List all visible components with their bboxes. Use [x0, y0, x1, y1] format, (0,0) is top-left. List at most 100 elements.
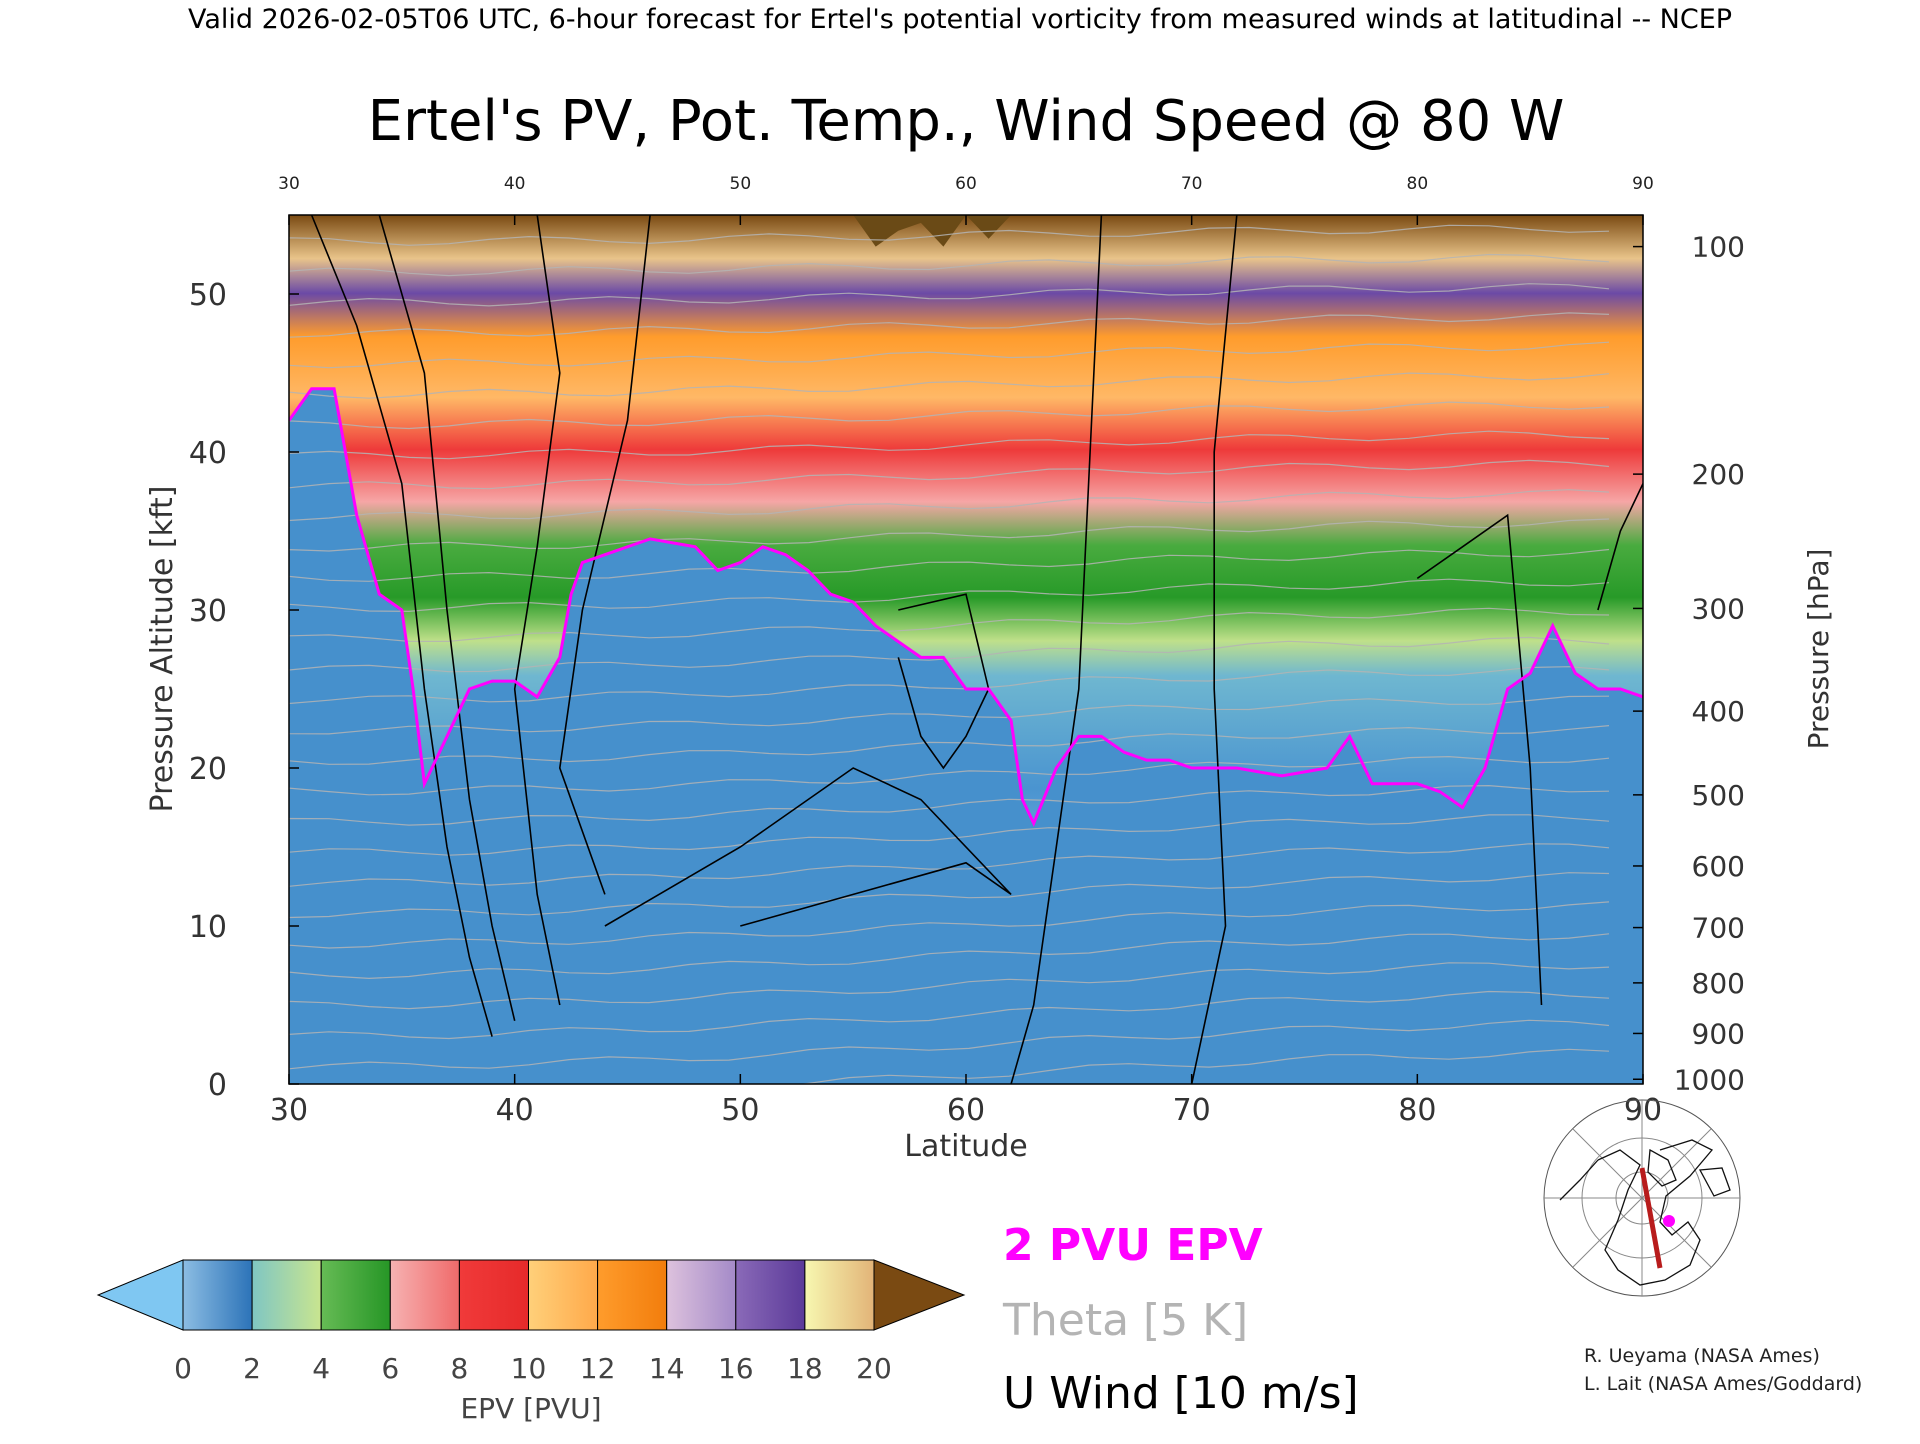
wind-contour: [1190, 215, 1238, 1084]
x-tick-label: 40: [496, 1093, 534, 1128]
theta-contour: [289, 636, 1610, 673]
wind-contour: [513, 215, 561, 1006]
pressure-axis-label: Pressure [hPa]: [1802, 549, 1835, 750]
y-axis-label: Pressure Altitude [kft]: [145, 486, 180, 813]
inset-map: [1543, 1099, 1741, 1297]
x-tick-label: 30: [270, 1093, 308, 1128]
pressure-tick-label: 200: [1692, 458, 1745, 491]
colorbar-under-arrow: [96, 1259, 184, 1331]
theta-contour: [289, 372, 1610, 403]
x-top-tick-label: 30: [278, 174, 300, 194]
colorbar-bin: [804, 1259, 875, 1331]
pressure-tick-label: 300: [1692, 592, 1745, 625]
y-tick-label: 30: [189, 594, 227, 629]
legend-pv: 2 PVU EPV: [1003, 1220, 1263, 1271]
map-meridian: [1572, 1128, 1712, 1268]
theta-contour: [289, 814, 1610, 856]
theta-contour: [289, 843, 1610, 887]
x-top-tick-label: 80: [1407, 174, 1429, 194]
x-tick-label: 80: [1398, 1093, 1436, 1128]
colorbar-label: EPV [PVU]: [460, 1392, 601, 1425]
pressure-tick-label: 600: [1692, 850, 1745, 883]
colorbar-tick-label: 4: [312, 1352, 330, 1385]
x-top-tick-label: 90: [1632, 174, 1654, 194]
plot-area: [289, 215, 1643, 1084]
y-tick-label: 50: [189, 278, 227, 313]
colorbar-bin: [458, 1259, 529, 1331]
wind-contours: [310, 215, 1643, 1084]
colorbar-tick-label: 20: [856, 1352, 892, 1385]
colorbar-tick-label: 0: [174, 1352, 192, 1385]
colorbar-tick-label: 8: [450, 1352, 468, 1385]
x-tick-label: 60: [947, 1093, 985, 1128]
x-tick-label: 90: [1624, 1093, 1662, 1128]
colorbar-bin: [735, 1259, 806, 1331]
wind-contour: [1416, 513, 1543, 1006]
pressure-tick-label: 400: [1692, 695, 1745, 728]
theta-contour: [289, 962, 1610, 1010]
colorbar-bin: [320, 1259, 391, 1331]
x-tick-label: 70: [1173, 1093, 1211, 1128]
theta-contour: [289, 548, 1610, 583]
wind-contour: [378, 215, 516, 1021]
colorbar-tick-label: 18: [787, 1352, 823, 1385]
theta-contour: [798, 1048, 1610, 1084]
colorbar-bin: [528, 1259, 599, 1331]
map-coastline: [1647, 1148, 1731, 1197]
x-axis-top: 30 40 50 60 70 80 90: [278, 174, 1654, 225]
legend-wind: U Wind [10 m/s]: [1003, 1368, 1359, 1419]
theta-contour: [289, 578, 1610, 613]
theta-contour: [289, 725, 1610, 765]
colorbar-over-arrow: [873, 1259, 966, 1331]
theta-contour: [289, 489, 1610, 523]
map-coastline: [1559, 1139, 1714, 1286]
theta-contour: [289, 872, 1610, 919]
theta-contour: [289, 459, 1610, 493]
credit-line-2: L. Lait (NASA Ames/Goddard): [1584, 1373, 1862, 1395]
x-top-tick-label: 50: [730, 174, 752, 194]
x-tick-label: 50: [721, 1093, 759, 1128]
theta-contour: [289, 755, 1610, 796]
theta-contour: [289, 401, 1610, 433]
theta-contour: [289, 666, 1610, 705]
x-top-tick-label: 60: [955, 174, 977, 194]
theta-contour: [289, 901, 1610, 949]
theta-contour: [289, 224, 1610, 253]
legend-theta: Theta [5 K]: [1002, 1295, 1248, 1346]
wind-contour: [310, 215, 493, 1037]
y-axis: 0 10 20 30 40 50: [189, 278, 299, 1103]
theta-contour: [289, 1019, 1610, 1070]
pressure-tick-label: 700: [1692, 912, 1745, 945]
map-location-marker: [1663, 1215, 1675, 1227]
pressure-tick-label: 900: [1692, 1017, 1745, 1050]
header-text: Valid 2026-02-05T06 UTC, 6-hour forecast…: [188, 4, 1732, 35]
colorbar: 0 2 4 6 8 10 12 14 16 18 20: [96, 1259, 966, 1385]
legend: 2 PVU EPV Theta [5 K] U Wind [10 m/s]: [1002, 1220, 1359, 1419]
pressure-tick-label: 1000: [1674, 1063, 1745, 1096]
colorbar-bin: [666, 1259, 737, 1331]
colorbar-bin: [389, 1259, 460, 1331]
theta-contour: [289, 253, 1610, 283]
epv-over-20-region: [853, 215, 1012, 247]
wind-contour: [558, 215, 651, 895]
colorbar-bin: [251, 1259, 322, 1331]
theta-contour: [289, 695, 1610, 735]
y-tick-label: 10: [189, 910, 227, 945]
x-axis: 30 40 50 60 70 80 90: [270, 1074, 1662, 1128]
colorbar-tick-label: 14: [649, 1352, 685, 1385]
theta-contour: [289, 430, 1610, 463]
x-top-tick-label: 40: [504, 174, 526, 194]
chart-title: Ertel's PV, Pot. Temp., Wind Speed @ 80 …: [368, 89, 1565, 154]
theta-contour: [289, 518, 1610, 553]
theta-contour: [289, 933, 1610, 980]
colorbar-tick-label: 6: [381, 1352, 399, 1385]
colorbar-tick-label: 2: [243, 1352, 261, 1385]
map-section-line: [1639, 1167, 1663, 1269]
x-axis-label: Latitude: [904, 1129, 1027, 1164]
colorbar-tick-label: 16: [718, 1352, 754, 1385]
pressure-tick-label: 500: [1692, 779, 1745, 812]
wind-contour: [604, 767, 1012, 927]
theta-contour: [289, 341, 1610, 373]
